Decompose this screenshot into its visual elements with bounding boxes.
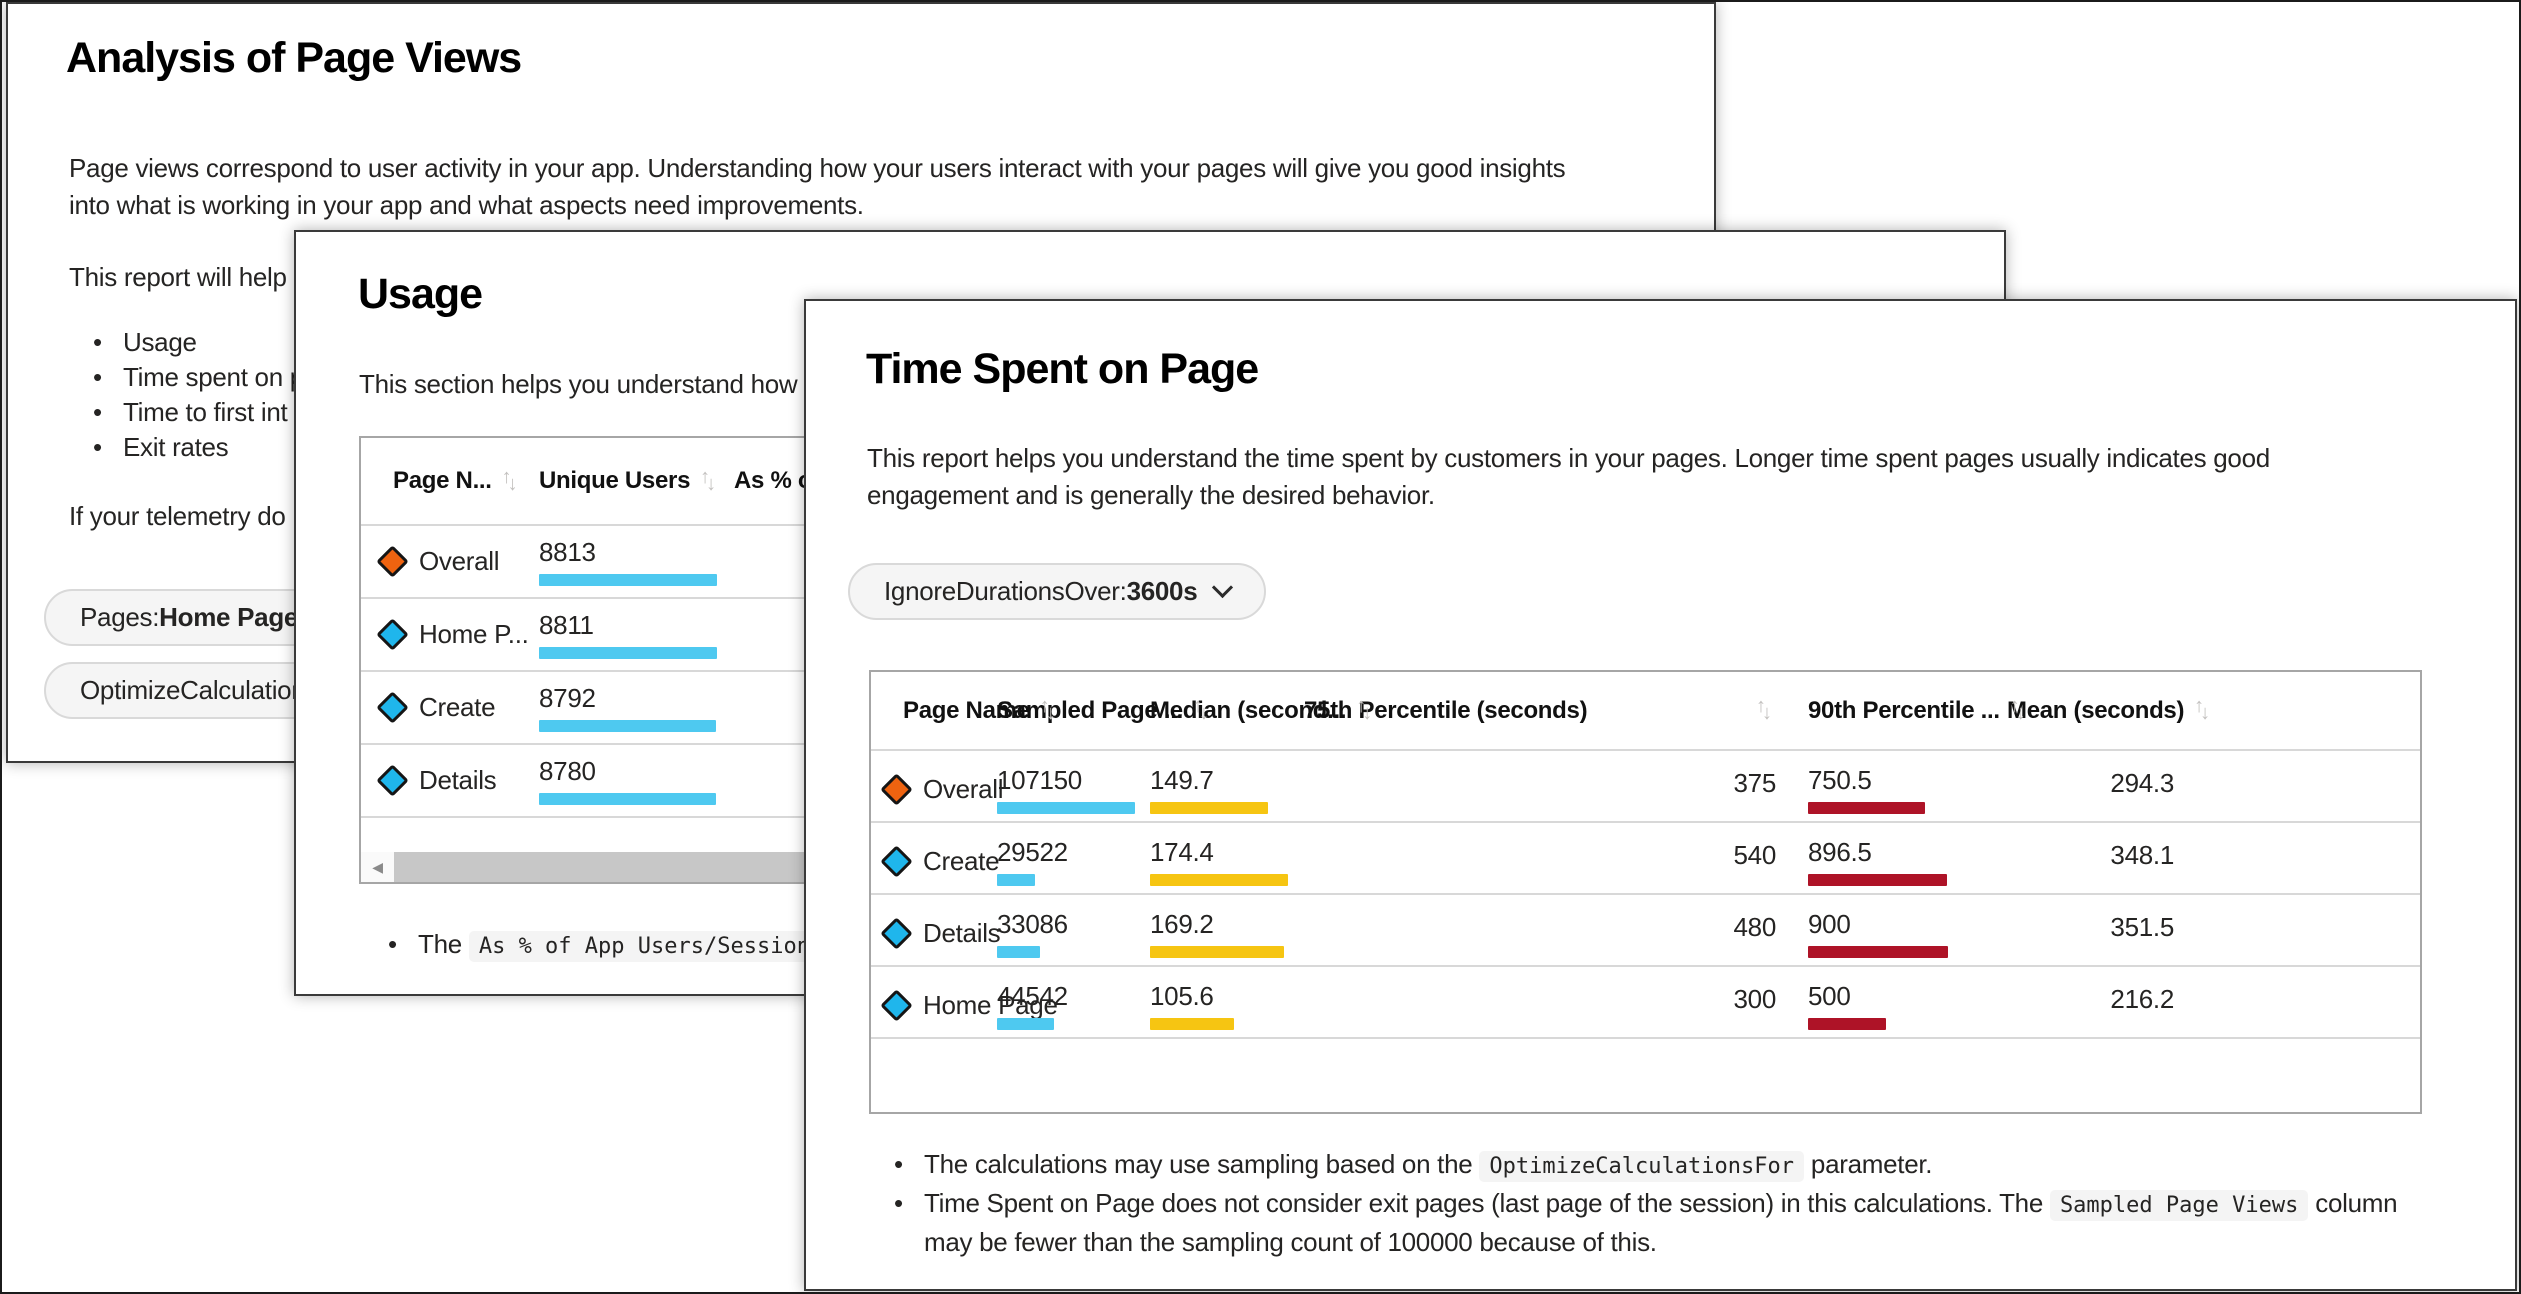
diamond-icon: [376, 764, 409, 797]
time-spent-footnotes: • The calculations may use sampling base…: [894, 1146, 2398, 1261]
bullet-icon: •: [93, 432, 102, 462]
sort-icon: ↑↓: [1756, 695, 1772, 724]
data-bar: [1150, 946, 1284, 958]
section-title: Time Spent on Page: [866, 345, 1259, 393]
time-spent-on-page-card: Time Spent on Page This report helps you…: [804, 299, 2517, 1291]
table-filler-row: [871, 1037, 2420, 1112]
intro-line-1: Page views correspond to user activity i…: [69, 153, 1566, 183]
data-bar: [539, 720, 716, 732]
report-help-text: This report will help: [69, 262, 287, 292]
footnote-line-2: may be fewer than the sampling count of …: [924, 1227, 1657, 1257]
chevron-down-icon: [1212, 576, 1234, 599]
description-line-1: This report helps you understand the tim…: [867, 443, 2270, 473]
diamond-icon: [880, 989, 913, 1022]
diamond-icon: [376, 691, 409, 724]
ignore-durations-dropdown[interactable]: IgnoreDurationsOver: 3600s: [848, 563, 1267, 620]
diamond-icon: [880, 917, 913, 950]
code-chip: As % of App Users/Sessions/V: [468, 931, 860, 962]
diamond-icon: [880, 845, 913, 878]
bullet-icon: •: [93, 327, 102, 357]
sort-icon: ↑↓: [1192, 695, 1209, 724]
table-header-row: Page Name ↑↓ Sampled Page ... ↑↓ Median …: [871, 672, 2420, 749]
data-bar: [539, 647, 717, 659]
section-description: This section helps you understand how: [359, 369, 798, 399]
data-bar: [997, 874, 1035, 886]
column-header-90th-percentile[interactable]: 90th Percentile ... ↑↓: [1808, 695, 2026, 724]
footnote-exit-pages: • Time Spent on Page does not consider e…: [894, 1185, 2398, 1261]
intro-line-2: into what is working in your app and wha…: [69, 190, 864, 220]
column-header-median[interactable]: Median (second... ↑↓: [1150, 695, 1372, 724]
diamond-icon: [376, 618, 409, 651]
pill-label: Pages:: [80, 602, 160, 632]
telemetry-text: If your telemetry do: [69, 501, 286, 531]
data-bar: [1808, 874, 1947, 886]
code-chip: Sampled Page Views: [2049, 1190, 2309, 1221]
data-bar: [997, 802, 1135, 814]
data-bar: [1150, 1018, 1234, 1030]
bullet-icon: •: [894, 1149, 903, 1179]
sort-icon: ↑↓: [2009, 695, 2026, 724]
bullet-icon: •: [894, 1188, 903, 1218]
footnote-sampling: • The calculations may use sampling base…: [894, 1146, 2397, 1185]
usage-footnote: • The As % of App Users/Sessions/V: [388, 926, 860, 965]
data-bar: [997, 1018, 1054, 1030]
column-header-75th-percentile[interactable]: 75th Percentile (seconds) ↑↓: [1304, 695, 1772, 724]
data-bar: [1808, 946, 1948, 958]
column-header-page-name[interactable]: Page Name ↑↓: [903, 695, 1056, 724]
data-bar: [539, 793, 716, 805]
section-description: This report helps you understand the tim…: [867, 440, 2270, 514]
pill-label: IgnoreDurationsOver:: [884, 576, 1127, 606]
diamond-icon: [880, 773, 913, 806]
pill-value: 3600s: [1126, 576, 1198, 606]
column-header-page-name[interactable]: Page N... ↑↓: [393, 465, 518, 495]
table-row[interactable]: Home Page 44542 105.6 300 500 216.2: [871, 965, 2420, 1037]
list-item: • Exit rates: [93, 430, 304, 465]
sort-icon: ↑↓: [700, 465, 716, 495]
description-line-2: engagement and is generally the desired …: [867, 480, 1435, 510]
column-header-sampled-page-views[interactable]: Sampled Page ... ↑↓: [997, 695, 1209, 724]
section-title: Usage: [358, 270, 483, 318]
sort-icon: ↑↓: [1039, 695, 1056, 724]
bullet-icon: •: [93, 397, 102, 427]
table-row[interactable]: Details 33086 169.2 480 900 351.5: [871, 893, 2420, 965]
sort-icon: ↑↓: [1356, 695, 1372, 724]
list-item: • Time spent on p: [93, 360, 304, 395]
intro-paragraph: Page views correspond to user activity i…: [69, 150, 1566, 224]
page-title: Analysis of Page Views: [66, 34, 522, 82]
sort-icon: ↑↓: [2194, 695, 2210, 724]
scroll-left-button[interactable]: ◀: [361, 852, 394, 882]
list-item: • Time to first int: [93, 395, 304, 430]
sort-icon: ↑↓: [501, 465, 518, 495]
table-row[interactable]: Create 29522 174.4 540 896.5 348.1: [871, 821, 2420, 893]
data-bar: [1808, 1018, 1886, 1030]
data-bar: [1150, 802, 1268, 814]
bullet-icon: •: [388, 929, 397, 959]
data-bar: [997, 946, 1040, 958]
bullet-icon: •: [93, 362, 102, 392]
column-header-mean[interactable]: Mean (seconds) ↑↓: [2007, 695, 2210, 724]
pill-label: OptimizeCalculations: [80, 675, 319, 705]
list-item: • Usage: [93, 325, 304, 360]
scroll-left-icon: ◀: [372, 858, 383, 875]
time-spent-table: Page Name ↑↓ Sampled Page ... ↑↓ Median …: [869, 670, 2422, 1114]
table-row[interactable]: Overall 107150 149.7 375 750.5 294.3: [871, 749, 2420, 821]
analysis-bullet-list: • Usage • Time spent on p • Time to firs…: [93, 325, 304, 465]
data-bar: [539, 574, 717, 586]
diamond-icon: [376, 545, 409, 578]
data-bar: [1808, 802, 1925, 814]
column-header-unique-users[interactable]: Unique Users ↑↓: [539, 465, 716, 495]
code-chip: OptimizeCalculationsFor: [1479, 1151, 1804, 1182]
data-bar: [1150, 874, 1288, 886]
